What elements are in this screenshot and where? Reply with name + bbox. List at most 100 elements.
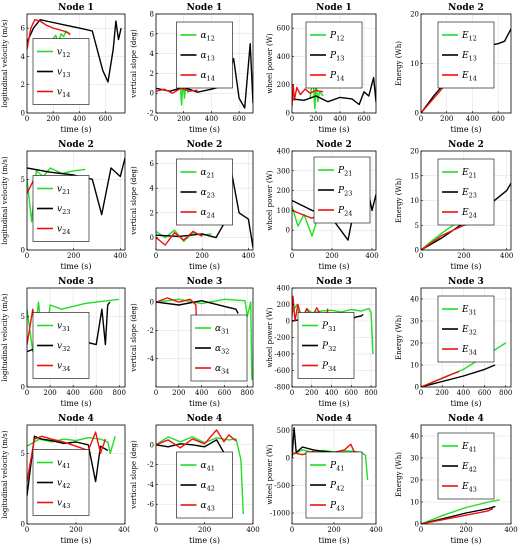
chart-14-ytick-label: 0: [150, 441, 154, 449]
chart-10-series-α31: [156, 298, 253, 380]
chart-5-axes-frame: [26, 150, 126, 251]
chart-4-xtick-label: 200: [440, 115, 453, 123]
chart-6-xlabel: time (s): [189, 262, 220, 271]
chart-16-ylabel: Energy (Wh): [395, 452, 403, 497]
chart-12-ytick-label: 0: [415, 384, 419, 392]
chart-3-ytick-label: 400: [277, 53, 290, 61]
chart-2-title: Node 1: [187, 3, 223, 13]
chart-panel-6: Node 2 0 200 400 0 2 4 6 time (s) vertical slope …: [130, 140, 255, 271]
chart-11-xtick-label: 800: [364, 389, 377, 397]
chart-6-series-α23: [156, 162, 253, 248]
chart-2-xtick-label: 400: [205, 115, 218, 123]
chart-3-axes-frame: [291, 13, 377, 114]
chart-panel-11: Node 3 0 200 400 600 800 -800 -600 -400 -200 0 200 4…: [266, 277, 378, 408]
chart-12-xtick-label: 600: [478, 389, 491, 397]
chart-2-axes-frame: [155, 13, 254, 114]
chart-1-ytick-label: 4: [21, 53, 26, 61]
chart-15-legend-label-P43: P43: [329, 501, 344, 513]
chart-5-ytick-label: 5: [21, 176, 25, 184]
chart-13-ytick-label: 5: [21, 450, 25, 458]
chart-2-legend-label-α13: α13: [201, 51, 215, 63]
chart-15-ytick-label: -500: [274, 482, 290, 490]
chart-13-legend-label-v41: v41: [57, 459, 70, 471]
chart-2-ytick-label: 8: [150, 11, 154, 19]
chart-11-ytick-label: -400: [274, 351, 290, 359]
chart-10-xtick-label: 0: [154, 389, 158, 397]
chart-15-ylabel: wheel power (W): [266, 444, 274, 505]
chart-2-xtick-label: 600: [232, 115, 245, 123]
chart-16-ytick-label: 10: [410, 499, 419, 507]
chart-1-ytick-label: 6: [21, 25, 26, 33]
chart-15-legend-label-P42: P42: [329, 481, 344, 493]
chart-7-xlabel: time (s): [319, 262, 350, 271]
chart-8-ytick-label: 15: [410, 172, 419, 180]
chart-4-xtick-label: 600: [491, 115, 504, 123]
chart-4-legend-label-E14: E14: [461, 71, 477, 83]
chart-2-ytick-label: -2: [147, 110, 154, 118]
chart-11-xtick-label: 200: [305, 389, 318, 397]
chart-14-ylabel: vertical slope (deg): [130, 440, 138, 510]
chart-7-ytick-label: 300: [277, 167, 290, 175]
chart-5-legend-label-v21: v21: [57, 185, 70, 197]
chart-7-ylabel: wheel power (W): [266, 170, 274, 231]
chart-panel-5: Node 2 0 200 400 0 5 time (s) logitudinal veloc…: [1, 140, 127, 271]
chart-6-xtick-label: 400: [242, 252, 255, 260]
chart-14-ytick-label: -2: [147, 461, 154, 469]
chart-panel-12: Node 3 0 200 400 600 800 0 10 20 30 40 time (s) Ener…: [395, 277, 512, 408]
chart-3-series-P14: [292, 83, 324, 106]
chart-4-legend-label-E13: E13: [461, 51, 477, 63]
chart-14-legend-label-α42: α42: [201, 481, 215, 493]
chart-4-ylabel: Energy (Wh): [395, 41, 403, 86]
chart-10-ytick-label: -2: [147, 327, 154, 335]
chart-10-xtick-label: 400: [195, 389, 208, 397]
chart-1-legend-label-v14: v14: [57, 88, 70, 100]
chart-1-legend-label-v12: v12: [57, 48, 70, 60]
chart-12-xlabel: time (s): [451, 399, 482, 408]
chart-11-ytick-label: -600: [274, 367, 290, 375]
chart-8-title: Node 2: [448, 140, 484, 150]
chart-6-axes-frame: [155, 150, 254, 251]
chart-6-legend-label-α23: α23: [201, 188, 215, 200]
chart-1-series-v14: [27, 19, 71, 50]
chart-12-series-E34: [421, 370, 460, 387]
chart-9-legend-label-v32: v32: [57, 342, 70, 354]
chart-13-legend-label-v42: v42: [57, 479, 70, 491]
chart-12-legend-label-E31: E31: [461, 305, 477, 317]
chart-16-xtick-label: 200: [459, 526, 472, 534]
chart-4-xtick-label: 400: [466, 115, 479, 123]
chart-1-xtick-label: 600: [99, 115, 112, 123]
chart-1-ytick-label: 2: [21, 81, 25, 89]
chart-10-axes-frame: [155, 287, 254, 388]
chart-12-legend-label-E34: E34: [461, 345, 477, 357]
chart-16-xtick-label: 0: [419, 526, 423, 534]
chart-3-series-P13: [292, 76, 376, 106]
chart-14-legend-label-α43: α43: [201, 501, 215, 513]
chart-1-series-v13: [27, 19, 122, 83]
chart-12-ytick-label: 30: [410, 318, 419, 326]
chart-16-legend-label-E41: E41: [461, 442, 477, 454]
chart-13-series-v43: [27, 431, 107, 482]
chart-6-ytick-label: 6: [150, 160, 155, 168]
chart-9-xtick-label: 0: [25, 389, 29, 397]
chart-1-title: Node 1: [58, 3, 94, 13]
chart-panel-1: Node 1 0 200 400 600 0 2 4 6 time (s) logitudinal …: [1, 3, 126, 134]
chart-10-ylabel: vertical slope (deg): [130, 303, 138, 373]
chart-7-title: Node 2: [316, 140, 352, 150]
chart-12-legend-label-E32: E32: [461, 325, 477, 337]
chart-10-title: Node 3: [187, 277, 223, 287]
chart-7-axes-frame: [291, 150, 377, 251]
chart-11-ytick-label: 0: [286, 318, 290, 326]
chart-10-ytick-label: 0: [150, 299, 154, 307]
chart-1-axes-frame: [26, 13, 126, 114]
chart-12-series-E32: [421, 364, 496, 387]
chart-6-legend-label-α24: α24: [201, 208, 215, 220]
chart-5-xtick-label: 400: [114, 252, 127, 260]
chart-16-series-E42: [421, 505, 496, 524]
chart-15-ytick-label: 0: [286, 455, 290, 463]
chart-15-xlabel: time (s): [319, 536, 350, 545]
chart-10-legend-label-α32: α32: [215, 344, 229, 356]
chart-8-legend-label-E23: E23: [461, 188, 477, 200]
chart-11-xlabel: time (s): [319, 399, 350, 408]
chart-12-title: Node 3: [448, 277, 484, 287]
chart-10-xtick-label: 800: [241, 389, 254, 397]
